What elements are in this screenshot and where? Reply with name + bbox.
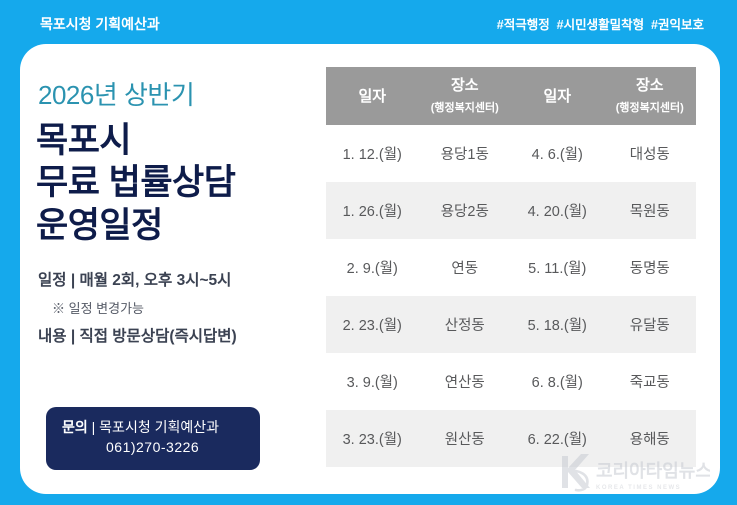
svg-text:KOREA TIMES NEWS: KOREA TIMES NEWS [596, 485, 681, 491]
svg-text:코리아타임뉴스: 코리아타임뉴스 [596, 461, 710, 481]
